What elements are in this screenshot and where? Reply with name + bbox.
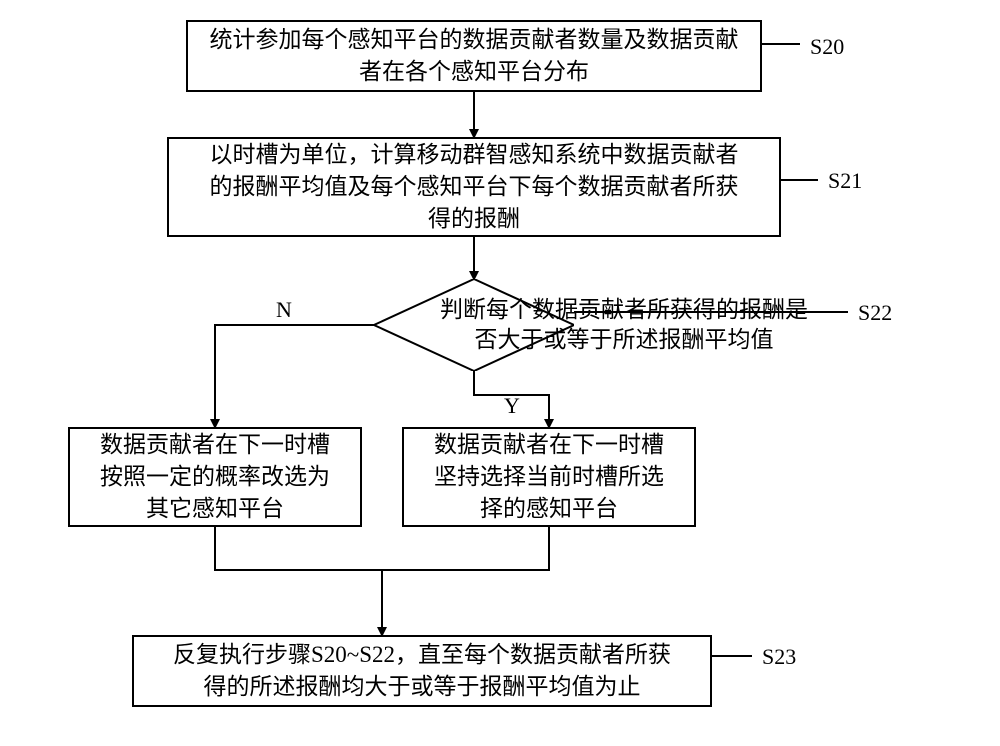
edge-ny-join: [215, 527, 549, 570]
node-s21-text: 以时槽为单位，计算移动群智感知系统中数据贡献者 的报酬平均值及每个感知平台下每个…: [210, 139, 739, 236]
label-s23: S23: [762, 644, 796, 670]
label-s22: S22: [858, 300, 892, 326]
node-s21: 以时槽为单位，计算移动群智感知系统中数据贡献者 的报酬平均值及每个感知平台下每个…: [167, 137, 781, 237]
label-s20: S20: [810, 34, 844, 60]
node-s20: 统计参加每个感知平台的数据贡献者数量及数据贡献 者在各个感知平台分布: [186, 20, 762, 92]
edge-label-y: Y: [504, 393, 520, 419]
node-s22-text: 判断每个数据贡献者所获得的报酬是 否大于或等于所述报酬平均值: [440, 295, 808, 355]
node-s20-text: 统计参加每个感知平台的数据贡献者数量及数据贡献 者在各个感知平台分布: [210, 24, 739, 88]
node-branch-n: 数据贡献者在下一时槽 按照一定的概率改选为 其它感知平台: [68, 427, 362, 527]
node-branch-y-text: 数据贡献者在下一时槽 坚持选择当前时槽所选 择的感知平台: [434, 429, 664, 526]
edge-s22-n: [215, 325, 374, 427]
node-s23: 反复执行步骤S20~S22，直至每个数据贡献者所获 得的所述报酬均大于或等于报酬…: [132, 635, 712, 707]
node-branch-y: 数据贡献者在下一时槽 坚持选择当前时槽所选 择的感知平台: [402, 427, 696, 527]
label-s21: S21: [828, 168, 862, 194]
edge-label-n: N: [276, 297, 292, 323]
node-s22-text-wrap: 判断每个数据贡献者所获得的报酬是 否大于或等于所述报酬平均值: [394, 292, 854, 358]
node-s23-text: 反复执行步骤S20~S22，直至每个数据贡献者所获 得的所述报酬均大于或等于报酬…: [173, 639, 671, 703]
flowchart-canvas: 统计参加每个感知平台的数据贡献者数量及数据贡献 者在各个感知平台分布 S20 以…: [0, 0, 1000, 746]
node-branch-n-text: 数据贡献者在下一时槽 按照一定的概率改选为 其它感知平台: [100, 429, 330, 526]
